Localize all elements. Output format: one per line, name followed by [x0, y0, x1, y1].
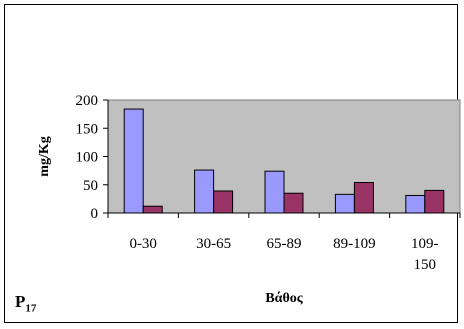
- bar: [405, 194, 426, 214]
- x-tick-label: 0-30: [129, 236, 157, 252]
- bar: [123, 108, 144, 214]
- y-tick-label: 50: [83, 178, 98, 194]
- bar: [142, 205, 163, 214]
- panel-label-sub: 17: [25, 302, 37, 315]
- y-tick-label: 0: [91, 206, 99, 222]
- x-tick-label: 109-150: [411, 236, 439, 273]
- bar: [353, 181, 374, 214]
- x-axis-title: Βάθος: [265, 291, 303, 306]
- x-tick-label: 89-109: [333, 236, 376, 252]
- x-tick-label: 30-65: [196, 236, 231, 252]
- y-tick-label: 150: [76, 121, 99, 137]
- bar: [264, 170, 285, 214]
- panel-label: P17: [15, 292, 36, 314]
- y-tick-label: 100: [76, 150, 99, 166]
- panel-label-main: P: [15, 292, 26, 311]
- bar: [334, 193, 355, 214]
- bar: [213, 190, 234, 214]
- y-tick-label: 200: [76, 93, 99, 109]
- y-axis-title: mg/Kg: [37, 136, 52, 176]
- x-tick-label: 65-89: [267, 236, 302, 252]
- bar: [283, 192, 304, 214]
- bar: [194, 169, 215, 214]
- bar: [424, 189, 445, 214]
